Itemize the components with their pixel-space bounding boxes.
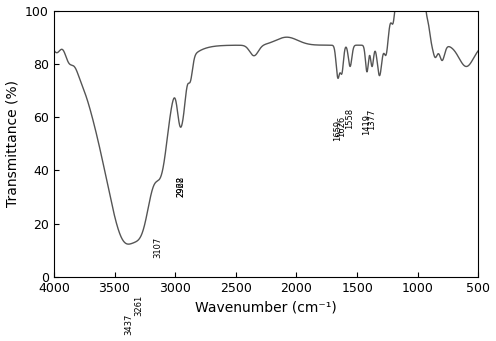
Text: 1377: 1377 — [368, 108, 376, 130]
Text: 1626: 1626 — [337, 116, 346, 137]
Text: 3261: 3261 — [134, 295, 143, 316]
Text: 2962: 2962 — [176, 176, 185, 197]
Text: 3437: 3437 — [124, 314, 133, 335]
Y-axis label: Transmittance (%): Transmittance (%) — [5, 80, 19, 207]
Text: 2928: 2928 — [177, 176, 186, 197]
X-axis label: Wavenumber (cm⁻¹): Wavenumber (cm⁻¹) — [195, 300, 337, 314]
Text: 1558: 1558 — [346, 108, 355, 129]
Text: 3107: 3107 — [153, 237, 162, 258]
Text: 1419: 1419 — [363, 114, 372, 134]
Text: 1659: 1659 — [334, 120, 343, 141]
